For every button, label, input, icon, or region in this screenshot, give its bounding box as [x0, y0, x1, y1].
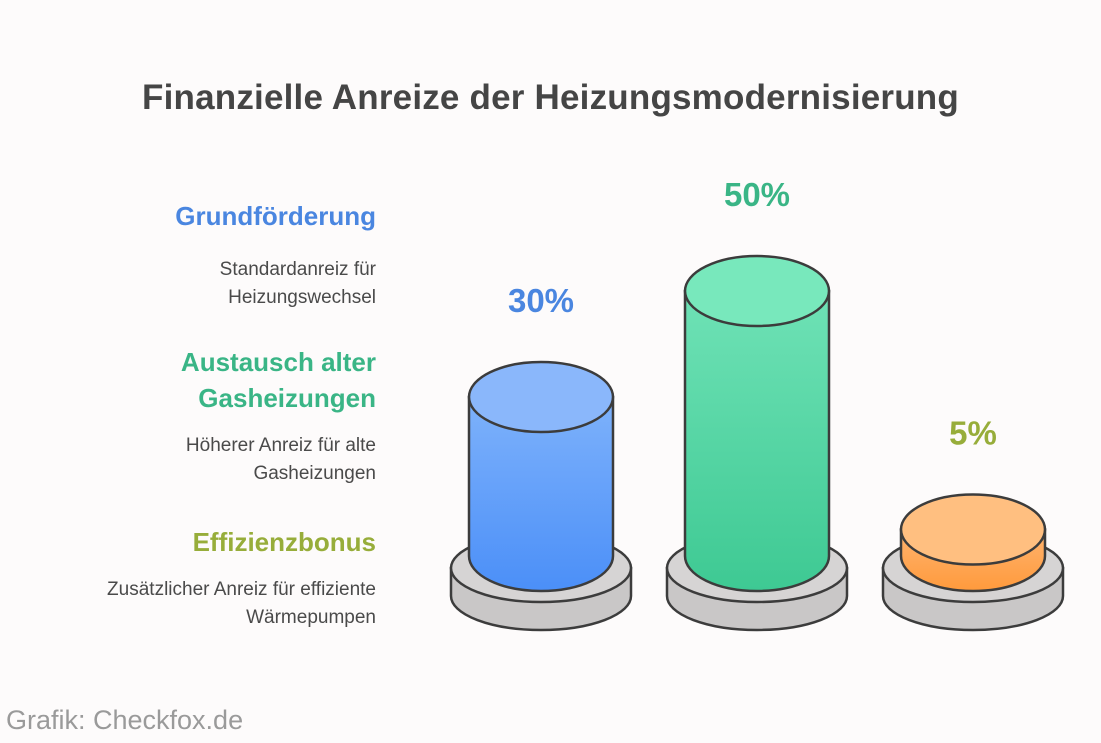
bar-top	[683, 254, 831, 328]
source-credit: Grafik: Checkfox.de	[6, 705, 244, 735]
bar-top	[899, 493, 1047, 566]
bar-2: 5%	[881, 415, 1065, 632]
bar-1: 50%	[665, 176, 849, 632]
legend-heading: Grundförderung	[175, 201, 376, 231]
bar-value-label: 50%	[724, 176, 790, 213]
bar-body	[683, 289, 831, 593]
legend-description: Standardanreiz für Heizungswechsel	[36, 256, 376, 312]
legend-desc-line: Höherer Anreiz für alte	[185, 435, 376, 456]
legend-desc-line: Wärmepumpen	[246, 607, 376, 628]
legend-heading: Austausch alter Gasheizungen	[36, 344, 376, 416]
bar-value-label: 30%	[508, 282, 574, 319]
legend-description: Höherer Anreiz für alte Gasheizungen	[36, 432, 376, 488]
bar-body	[467, 395, 615, 593]
legend-heading-line: Gasheizungen	[198, 383, 376, 413]
legend-heading: Effizienzbonus	[192, 527, 376, 557]
bar-value-label: 5%	[949, 415, 997, 452]
legend-desc-line: Gasheizungen	[253, 463, 376, 484]
legend-desc-line: Heizungswechsel	[228, 287, 376, 308]
bar-top	[467, 360, 615, 434]
bar-0: 30%	[449, 282, 633, 632]
legend-heading-line: Austausch alter	[180, 347, 376, 377]
legend-description: Zusätzlicher Anreiz für effiziente Wärme…	[16, 576, 376, 632]
legend-desc-line: Standardanreiz für	[219, 259, 376, 280]
chart-title: Finanzielle Anreize der Heizungsmodernis…	[142, 78, 959, 117]
legend-desc-line: Zusätzlicher Anreiz für effiziente	[107, 579, 376, 600]
